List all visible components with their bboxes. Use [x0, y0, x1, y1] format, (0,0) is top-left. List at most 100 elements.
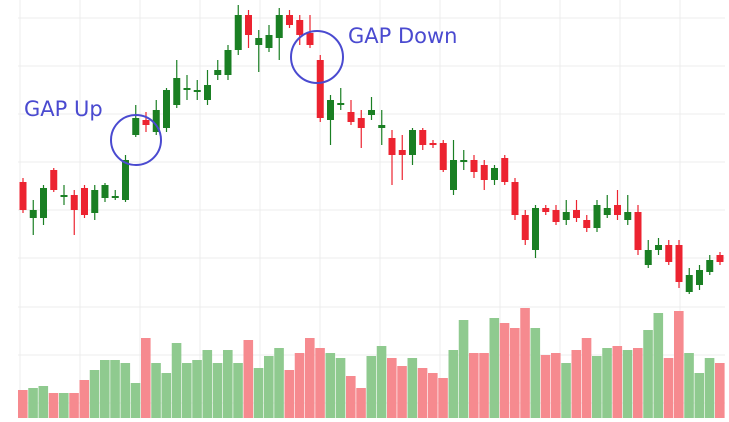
- volume-bar: [540, 355, 551, 418]
- candle-body: [409, 130, 416, 155]
- volume-bar: [182, 363, 192, 418]
- candle-body: [501, 158, 509, 182]
- candle-body: [234, 15, 242, 50]
- volume-bar: [356, 388, 366, 418]
- volume-bar: [581, 338, 592, 418]
- candle-body: [429, 143, 437, 145]
- candle-body: [122, 160, 129, 200]
- candle-body: [511, 182, 519, 215]
- candle-body: [624, 212, 632, 220]
- candle-body: [183, 88, 191, 90]
- volume-bar: [264, 356, 274, 418]
- candle-body: [603, 208, 611, 215]
- volume-bar: [684, 353, 694, 418]
- volume-bar: [694, 373, 705, 418]
- volume-bar: [715, 363, 725, 418]
- volume-bar: [643, 330, 653, 418]
- volume-bar: [305, 338, 315, 418]
- candle-body: [388, 138, 396, 155]
- candle-body: [491, 168, 498, 180]
- candle-body: [70, 195, 78, 210]
- volume-panel: [18, 308, 725, 418]
- volume-bar: [561, 363, 571, 418]
- candle-body: [265, 35, 273, 48]
- volume-bar: [18, 390, 28, 418]
- volume-bar: [602, 348, 612, 418]
- candle-body: [81, 188, 88, 215]
- volume-bar: [417, 368, 428, 418]
- candle-body: [316, 60, 324, 118]
- candle-body: [357, 118, 365, 128]
- candle-body: [706, 260, 714, 272]
- candle-body: [101, 185, 109, 198]
- volume-bar: [376, 346, 387, 418]
- volume-bar: [387, 358, 397, 418]
- candle-body: [286, 15, 293, 25]
- candle-body: [716, 255, 724, 262]
- volume-bar: [335, 358, 346, 418]
- candle-body: [111, 196, 119, 198]
- volume-bar: [346, 376, 356, 418]
- volume-bar: [479, 353, 489, 418]
- candle-body: [19, 182, 27, 210]
- volume-bar: [294, 353, 305, 418]
- volume-bar: [233, 363, 243, 418]
- candle-body: [614, 205, 621, 215]
- candle-body: [480, 165, 488, 180]
- candle-body: [29, 210, 37, 218]
- candle-body: [419, 130, 427, 145]
- volume-bar: [653, 313, 664, 418]
- volume-bar: [612, 346, 623, 418]
- candle-body: [224, 50, 232, 75]
- candle-body: [552, 210, 560, 222]
- volume-bar: [366, 356, 377, 418]
- candle-body: [173, 78, 181, 105]
- candle-body: [470, 160, 478, 172]
- volume-bar: [397, 366, 407, 418]
- volume-bar: [79, 380, 90, 418]
- candle-body: [204, 85, 211, 100]
- volume-bar: [571, 350, 582, 418]
- candle-body: [532, 208, 539, 250]
- candle-body: [398, 150, 406, 155]
- volume-bar: [110, 360, 120, 418]
- candle-body: [60, 195, 68, 197]
- volume-bar: [407, 358, 418, 418]
- candle-body: [91, 190, 99, 213]
- candle-body: [593, 205, 601, 228]
- candle-body: [296, 20, 304, 35]
- volume-bar: [38, 386, 49, 418]
- volume-bar: [592, 356, 602, 418]
- candle-body: [193, 90, 201, 92]
- candle-body: [573, 210, 580, 218]
- volume-bar: [428, 373, 438, 418]
- volume-bar: [663, 358, 674, 418]
- candle-body: [132, 118, 140, 135]
- volume-bar: [551, 353, 561, 418]
- volume-bar: [499, 323, 510, 418]
- volume-bar: [89, 370, 100, 418]
- candle-body: [142, 120, 150, 125]
- volume-bar: [530, 328, 541, 418]
- annotation: GAP Up: [24, 97, 103, 121]
- volume-bar: [151, 363, 161, 418]
- candle-body: [255, 38, 263, 45]
- volume-bar: [510, 328, 520, 418]
- volume-bar: [161, 373, 172, 418]
- price-panel: [19, 5, 724, 294]
- volume-bar: [674, 311, 684, 418]
- volume-bar: [69, 393, 79, 418]
- volume-bar: [202, 350, 213, 418]
- gap-down-circle: [290, 30, 344, 84]
- volume-bar: [141, 338, 151, 418]
- candle-body: [655, 245, 662, 250]
- candle-body: [378, 125, 386, 128]
- candle-body: [163, 90, 170, 128]
- annotation: GAP Down: [348, 24, 457, 48]
- volume-bar: [315, 348, 325, 418]
- candle-body: [460, 160, 468, 162]
- volume-bar: [212, 363, 223, 418]
- candle-body: [675, 245, 683, 282]
- candle-body: [214, 70, 222, 75]
